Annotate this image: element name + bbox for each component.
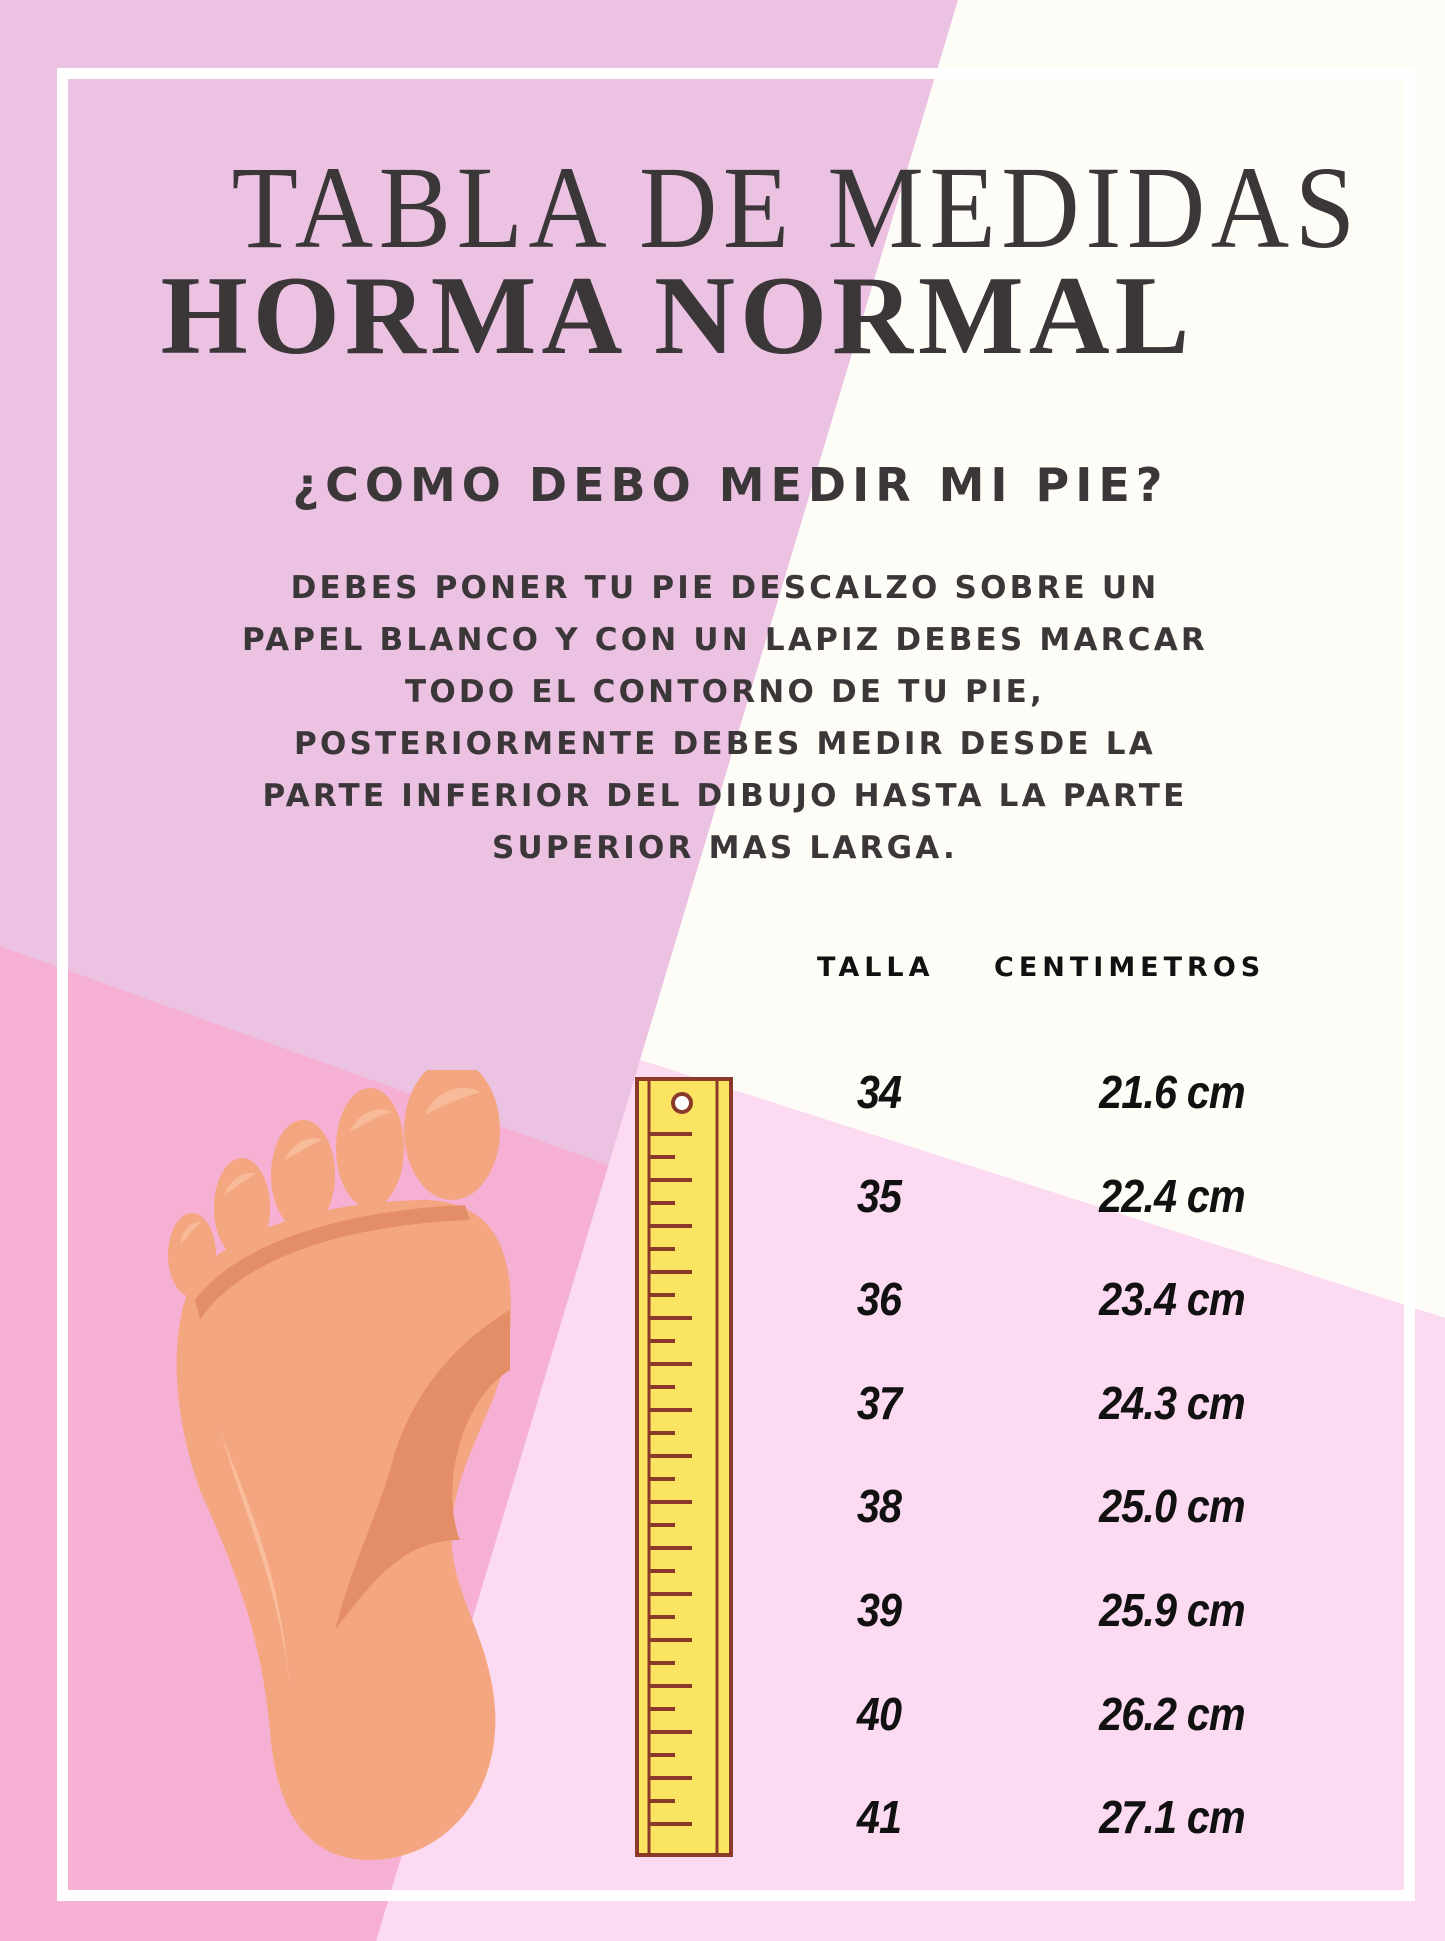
page-subtitle: HORMA NORMAL	[160, 254, 1195, 378]
instructions-line: PAPEL BLANCO Y CON UN LAPIZ DEBES MARCAR	[242, 622, 1208, 658]
size-talla: 40	[856, 1687, 902, 1740]
size-centimetros: 25.9 cm	[1099, 1584, 1246, 1636]
size-centimetros: 27.1 cm	[1099, 1791, 1246, 1844]
instructions-line: DEBES PONER TU PIE DESCALZO SOBRE UN	[290, 570, 1160, 606]
column-header-centimetros: CENTIMETROS	[994, 952, 1266, 983]
size-centimetros: 24.3 cm	[1099, 1376, 1246, 1429]
size-talla: 39	[856, 1584, 902, 1636]
size-centimetros: 25.0 cm	[1099, 1480, 1246, 1533]
instructions-line: TODO EL CONTORNO DE TU PIE,	[404, 674, 1046, 710]
size-centimetros: 22.4 cm	[1099, 1169, 1246, 1222]
size-talla: 34	[856, 1066, 902, 1118]
instructions-heading: ¿COMO DEBO MEDIR MI PIE?	[292, 458, 1169, 512]
column-header-talla: TALLA	[817, 952, 935, 983]
size-talla: 35	[856, 1169, 902, 1222]
instructions-text: DEBES PONER TU PIE DESCALZO SOBRE UN PAP…	[120, 562, 1330, 874]
instructions-line: SUPERIOR MAS LARGA.	[492, 830, 958, 866]
size-centimetros: 26.2 cm	[1099, 1687, 1246, 1740]
size-talla: 38	[856, 1480, 902, 1533]
white-frame	[57, 68, 1415, 1901]
size-talla: 37	[856, 1376, 902, 1429]
cream-panel	[640, 0, 1445, 1318]
size-talla: 36	[856, 1273, 902, 1326]
ruler-icon	[635, 1077, 733, 1857]
instructions-line: POSTERIORMENTE DEBES MEDIR DESDE LA	[294, 726, 1156, 762]
foot-sole-icon	[168, 1070, 511, 1860]
instructions-line: PARTE INFERIOR DEL DIBUJO HASTA LA PARTE	[262, 778, 1188, 814]
size-centimetros: 21.6 cm	[1099, 1066, 1246, 1118]
size-talla: 41	[856, 1791, 902, 1844]
size-centimetros: 23.4 cm	[1099, 1273, 1246, 1326]
page-title: TABLA DE MEDIDAS	[231, 142, 1361, 273]
